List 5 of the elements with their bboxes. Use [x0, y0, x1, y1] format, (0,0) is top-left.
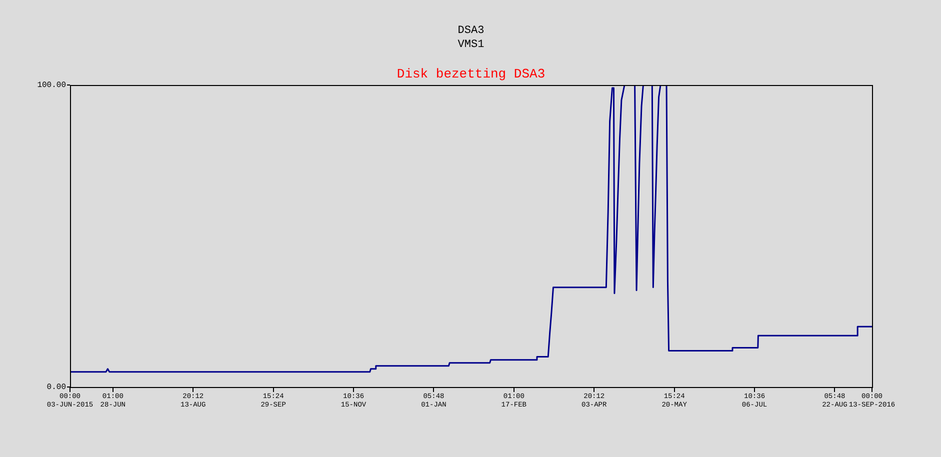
text: VMS1 — [458, 38, 485, 51]
y-tick-label: 100.00 — [37, 81, 66, 90]
y-tick-label: 0.00 — [46, 383, 66, 392]
chart-title: Disk bezetting DSA3 — [396, 66, 546, 82]
text: DSA3 — [458, 24, 484, 37]
